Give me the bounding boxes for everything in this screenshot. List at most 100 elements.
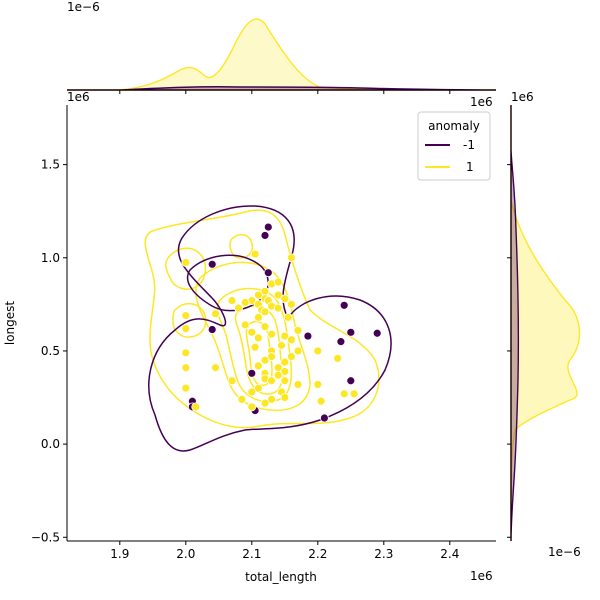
- x-tick-label-0: 1.9: [110, 547, 129, 561]
- point-anomaly-1-55: [227, 376, 237, 386]
- point-anomaly-neg1-5: [346, 327, 356, 337]
- point-anomaly-1-33: [286, 335, 296, 345]
- point-anomaly-1-69: [247, 402, 257, 412]
- legend-label-1: 1: [466, 160, 474, 174]
- point-anomaly-neg1-2: [207, 259, 217, 269]
- point-anomaly-1-67: [316, 396, 326, 406]
- y-tick-label-4: 1.5: [41, 158, 60, 172]
- right-marginal-kde-anomaly-neg1: [510, 105, 520, 542]
- point-anomaly-1-66: [237, 394, 247, 404]
- point-anomaly-neg1-1: [260, 231, 270, 240]
- top-marginal-kde-anomaly-1: [67, 18, 497, 91]
- point-anomaly-1-4: [273, 277, 283, 287]
- point-anomaly-1-34: [277, 340, 286, 350]
- point-anomaly-1-25: [181, 324, 191, 333]
- point-anomaly-1-42: [333, 354, 343, 363]
- point-anomaly-1-48: [211, 363, 220, 373]
- point-anomaly-1-58: [253, 383, 263, 393]
- top-marginal-plot: 1e−6: [67, 0, 497, 94]
- point-anomaly-neg1-4: [339, 300, 349, 310]
- point-anomaly-1-19: [273, 303, 283, 313]
- point-anomaly-1-31: [280, 331, 290, 341]
- point-anomaly-neg1-15: [319, 413, 329, 423]
- point-anomaly-1-49: [280, 367, 290, 376]
- point-anomaly-1-68: [260, 398, 270, 408]
- point-anomaly-1-0: [181, 258, 191, 267]
- x-tick-label-2: 2.1: [242, 547, 261, 561]
- point-anomaly-1-23: [253, 313, 263, 322]
- top-marginal-x-offset-label: 1e6: [470, 95, 493, 109]
- x-axis-label: total_length: [245, 570, 317, 584]
- x-tick-label-3: 2.2: [308, 547, 327, 561]
- point-anomaly-1-53: [267, 376, 277, 386]
- point-anomaly-neg1-9: [207, 325, 217, 334]
- point-anomaly-1-59: [181, 383, 191, 393]
- point-anomaly-1-12: [240, 298, 250, 307]
- point-anomaly-1-9: [280, 294, 290, 304]
- point-anomaly-1-7: [253, 290, 263, 300]
- point-anomaly-1-26: [240, 320, 250, 330]
- point-anomaly-1-47: [181, 363, 191, 373]
- right-marginal-y-offset-label: 1e6: [511, 90, 534, 104]
- point-anomaly-1-2: [286, 253, 296, 263]
- point-anomaly-1-6: [273, 290, 283, 300]
- point-anomaly-1-37: [293, 346, 303, 356]
- contour-neg1-outer: [148, 205, 392, 452]
- point-anomaly-1-21: [181, 311, 191, 320]
- point-anomaly-neg1-6: [372, 328, 382, 338]
- point-anomaly-1-54: [280, 376, 290, 386]
- point-anomaly-1-39: [267, 352, 277, 361]
- point-anomaly-1-1: [250, 249, 260, 259]
- point-anomaly-1-22: [211, 309, 220, 319]
- point-anomaly-1-20: [260, 307, 270, 317]
- point-anomaly-1-24: [283, 313, 293, 322]
- y-axis-offset-label: 1e6: [67, 90, 90, 104]
- contour-1-c: [234, 305, 284, 395]
- point-anomaly-1-32: [253, 333, 263, 343]
- x-tick-label-4: 2.3: [374, 547, 393, 561]
- point-anomaly-1-41: [181, 348, 191, 358]
- x-tick-label-5: 2.4: [440, 547, 459, 561]
- point-anomaly-1-51: [273, 370, 283, 380]
- x-tick-label-1: 2.0: [176, 547, 195, 561]
- legend-title: anomaly: [428, 119, 480, 133]
- point-anomaly-1-70: [191, 402, 201, 412]
- point-anomaly-1-64: [280, 393, 290, 402]
- point-anomaly-1-62: [339, 389, 349, 399]
- point-anomaly-neg1-8: [303, 331, 313, 341]
- point-anomaly-1-43: [260, 355, 270, 365]
- legend-frame: [417, 111, 491, 181]
- point-anomaly-neg1-10: [247, 368, 257, 378]
- right-marginal-plot: 1e−6: [507, 105, 581, 559]
- top-marginal-offset-label: 1e−6: [67, 0, 100, 14]
- main-plot: 1.9 2.0 2.1 2.2 2.3 2.4 −0.5 0.0 0.5 1.0 1.5 tota…: [3, 90, 534, 584]
- point-anomaly-1-63: [349, 389, 359, 399]
- y-tick-label-1: 0.0: [41, 437, 60, 451]
- point-anomaly-1-17: [234, 303, 244, 313]
- point-anomaly-1-44: [280, 357, 290, 367]
- contour-1-f: [172, 303, 207, 338]
- contour-1-outer: [144, 209, 380, 429]
- y-tick-label-2: 0.5: [41, 344, 60, 358]
- point-anomaly-neg1-3: [263, 268, 273, 278]
- point-anomaly-neg1-0: [263, 222, 273, 232]
- point-anomaly-1-56: [313, 380, 323, 389]
- point-anomaly-1-57: [293, 380, 303, 389]
- point-anomaly-1-45: [253, 361, 263, 371]
- contour-1-e: [165, 247, 207, 290]
- point-anomaly-1-13: [227, 296, 237, 306]
- right-marginal-offset-label: 1e−6: [548, 545, 581, 559]
- point-anomaly-1-30: [267, 329, 277, 339]
- point-anomaly-1-65: [267, 394, 277, 404]
- point-anomaly-1-60: [247, 387, 257, 397]
- legend-label-neg1: -1: [463, 138, 475, 152]
- legend: anomaly -1 1: [417, 111, 491, 181]
- x-axis-offset-label: 1e6: [470, 569, 493, 583]
- y-tick-label-0: −0.5: [31, 530, 60, 544]
- point-anomaly-1-27: [260, 322, 270, 332]
- point-anomaly-1-38: [313, 346, 323, 356]
- point-anomaly-neg1-7: [336, 337, 346, 347]
- point-anomaly-1-10: [286, 299, 296, 309]
